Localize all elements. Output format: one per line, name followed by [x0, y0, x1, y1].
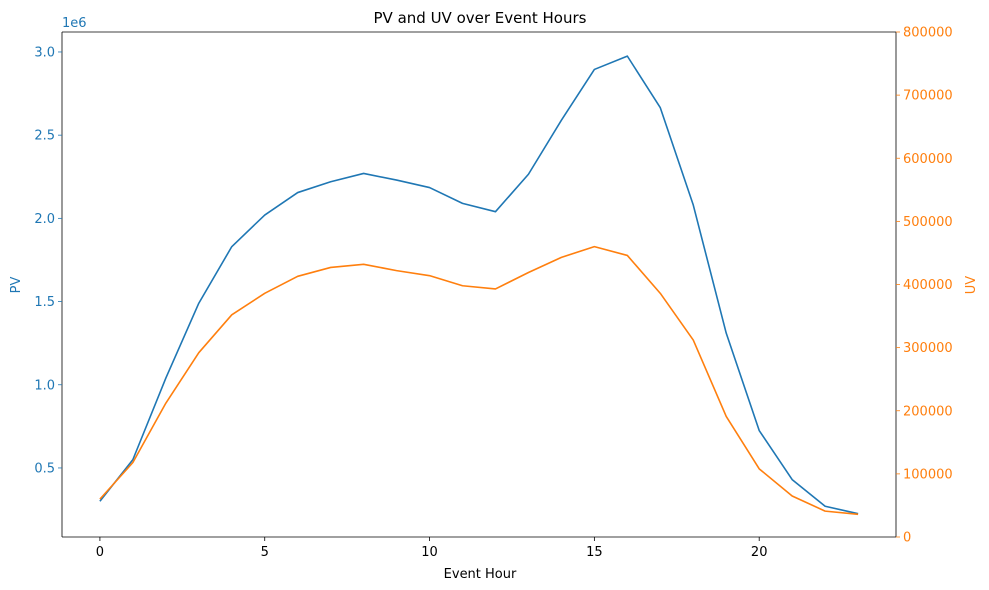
- plot-frame: [61, 31, 897, 538]
- series-lines: [99, 55, 859, 516]
- y-left-tick-label: 3.0: [34, 45, 55, 60]
- chart-title: PV and UV over Event Hours: [374, 9, 587, 27]
- y-right-tick-label: 800000: [903, 26, 953, 41]
- y-left-tick-label: 1.0: [34, 378, 55, 393]
- x-tick-label: 10: [421, 545, 438, 560]
- y-right-tick-label: 500000: [903, 215, 953, 230]
- series-line-uv: [99, 245, 859, 516]
- y-right-tick-label: 400000: [903, 278, 953, 293]
- x-tick-label: 20: [751, 545, 768, 560]
- y-left-tick-label: 1.5: [34, 295, 55, 310]
- x-tick-label: 15: [586, 545, 603, 560]
- y-right-tick-label: 700000: [903, 89, 953, 104]
- y-left-tick-label: 0.5: [34, 461, 55, 476]
- y-right-axis-label: UV: [964, 276, 979, 295]
- y-right-tick-label: 0: [903, 531, 911, 546]
- x-axis-label: Event Hour: [444, 567, 517, 582]
- y-right-tick-label: 200000: [903, 404, 953, 419]
- x-tick-label: 0: [96, 545, 104, 560]
- y-right-tick-label: 100000: [903, 467, 953, 482]
- y-right-tick-label: 300000: [903, 341, 953, 356]
- x-tick-label: 5: [261, 545, 269, 560]
- y-right-axis-ticks: 0 100000 200000 300000 400000 500000 600000 700…: [896, 26, 953, 546]
- y-left-offset-text: 1e6: [62, 16, 87, 31]
- series-line-pv: [99, 55, 859, 515]
- y-left-axis-label: PV: [9, 277, 24, 294]
- y-left-tick-label: 2.0: [34, 212, 55, 227]
- y-left-tick-label: 2.5: [34, 129, 55, 144]
- x-axis-ticks: 0 5 10 15 20: [96, 537, 768, 560]
- y-left-axis-ticks: 0.5 1.0 1.5 2.0 2.5 3.0: [34, 45, 62, 476]
- y-right-tick-label: 600000: [903, 152, 953, 167]
